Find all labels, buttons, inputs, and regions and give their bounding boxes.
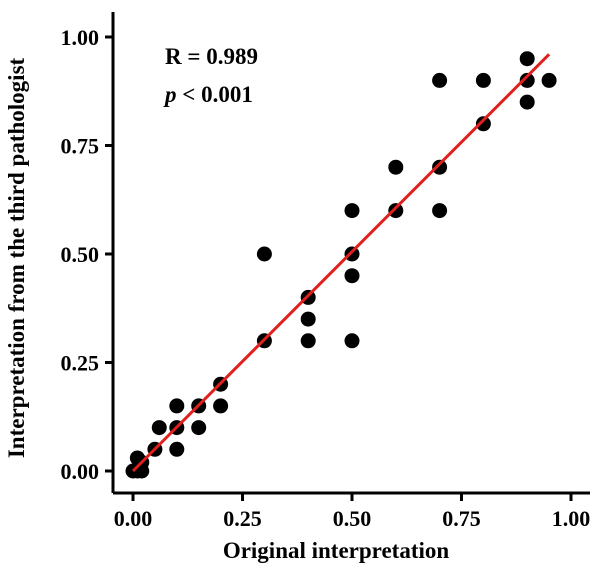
data-point [432, 72, 448, 88]
data-points [125, 51, 557, 479]
y-tick-label: 0.50 [61, 242, 100, 267]
data-point [475, 116, 491, 132]
x-axis-title: Original interpretation [223, 538, 450, 563]
y-tick-label: 0.25 [61, 351, 100, 376]
data-point [344, 203, 360, 219]
x-ticks: 0.00 0.25 0.50 0.75 1.00 [114, 493, 591, 531]
y-tick-label: 0.75 [61, 134, 100, 159]
x-tick-label: 0.50 [333, 506, 372, 531]
data-point [344, 246, 360, 262]
p-value-annotation: p < 0.001 [163, 82, 253, 107]
data-point [432, 203, 448, 219]
data-point [519, 72, 535, 88]
data-point [388, 203, 404, 219]
data-point [475, 72, 491, 88]
data-point [256, 246, 272, 262]
x-tick-label: 1.00 [552, 506, 591, 531]
data-point [191, 420, 207, 436]
y-tick-label: 0.00 [61, 459, 100, 484]
data-point [169, 398, 185, 414]
data-point [169, 441, 185, 457]
data-point [388, 159, 404, 175]
data-point [300, 333, 316, 349]
data-point [541, 72, 557, 88]
data-point [519, 51, 535, 67]
x-tick-label: 0.00 [114, 506, 153, 531]
data-point [519, 94, 535, 110]
regression-line [131, 53, 551, 473]
data-point [344, 268, 360, 284]
y-tick-label: 1.00 [61, 25, 100, 50]
p-value-text: < 0.001 [177, 82, 253, 107]
y-ticks: 0.00 0.25 0.50 0.75 1.00 [61, 25, 113, 484]
x-tick-label: 0.75 [442, 506, 481, 531]
data-point [300, 311, 316, 327]
data-point [344, 333, 360, 349]
r-value-annotation: R = 0.989 [165, 44, 258, 69]
x-tick-label: 0.25 [223, 506, 262, 531]
data-point [151, 420, 167, 436]
data-point [432, 159, 448, 175]
p-symbol: p [163, 82, 177, 107]
data-point [213, 398, 229, 414]
y-axis-title: Interpretation from the third pathologis… [4, 57, 29, 458]
